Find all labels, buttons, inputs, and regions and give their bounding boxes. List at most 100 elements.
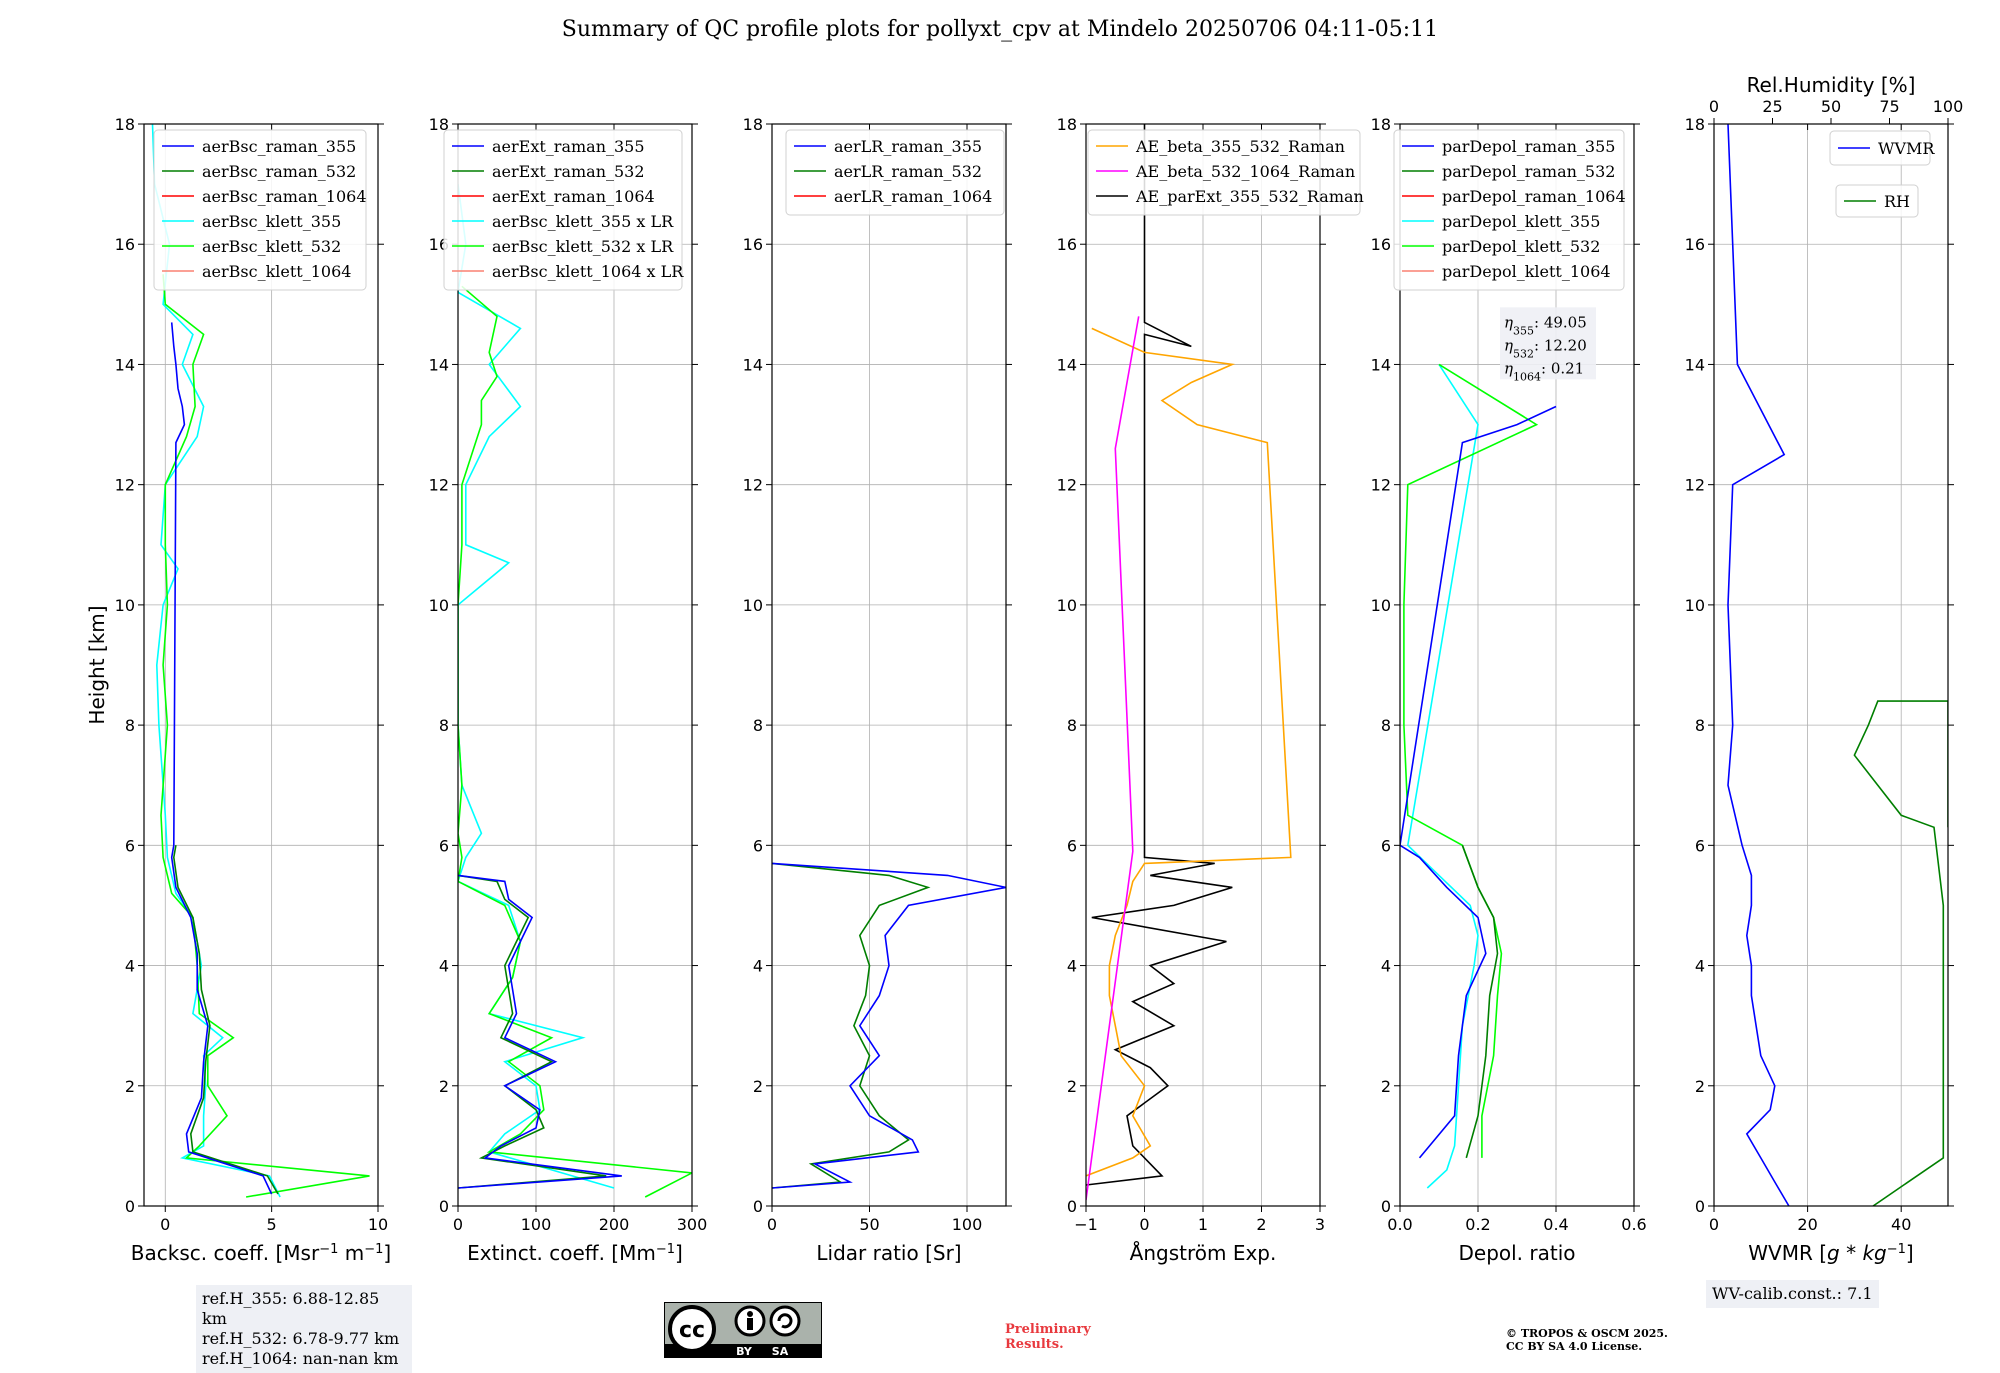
panel-frame [1399,123,1635,1207]
y-tick-label: 14 [115,355,135,374]
y-tick-label: 16 [743,235,763,254]
x-tick-label: 0.6 [1621,1215,1646,1234]
legend-box [785,129,1005,216]
panel-frame [1713,123,1949,1207]
y-tick-label: 4 [753,957,763,976]
legend-label: aerBsc_klett_1064 [202,262,351,281]
legend-box [1393,129,1625,291]
x-tick-label: 0 [160,1215,170,1234]
y-tick-label: 4 [125,957,135,976]
legend: AE_beta_355_532_Raman AE_beta_532_1064_Ra… [1087,129,1364,216]
series-parDepol_klett_355 [1406,363,1479,1189]
legend-label: aerExt_raman_532 [492,162,645,181]
legend-label: parDepol_raman_532 [1442,162,1615,181]
legend-label: parDepol_klett_355 [1442,212,1600,231]
series-WVMR [1727,124,1790,1206]
eta-symbol: η [1504,313,1513,331]
series-AE_beta_532_1064_Raman [1086,316,1140,1201]
x-tick-label: 3 [1315,1215,1325,1234]
eta-subscript: 1064 [1513,370,1541,383]
x-axis-label-part-2: ] [675,1241,683,1265]
eta-value: : 49.05 [1534,313,1587,331]
series-aerLR_raman_355 [772,862,1006,1189]
x-axis-label-part-2: * [1840,1241,1863,1265]
legend-label: parDepol_raman_355 [1442,137,1615,156]
x-axis-label: WVMR [g * kg−1] [1748,1241,1913,1265]
y-tick-label: 18 [115,115,135,134]
eta-subscript: 355 [1513,324,1534,337]
legend-box [443,129,683,291]
y-tick-label: 2 [1067,1077,1077,1096]
legend-label: AE_beta_355_532_Raman [1135,137,1345,156]
x-axis-label-part-3: −1 [364,1242,383,1257]
x-tick-label: 0 [767,1215,777,1234]
y-tick-label: 2 [753,1077,763,1096]
legend-label: aerBsc_raman_532 [202,162,356,181]
series-aerBsc_klett_355 x LR [458,183,615,1189]
top-tick-label: 25 [1762,97,1782,116]
y-tick-label: 12 [1685,476,1705,495]
x-tick-label: 0 [1709,1215,1719,1234]
ref-height-355: ref.H_355: 6.88-12.85 km [202,1289,380,1328]
y-tick-label: 8 [439,716,449,735]
legend-box-rh [1835,184,1919,218]
legend: parDepol_raman_355 parDepol_raman_532 parD… [1393,129,1626,291]
x-axis-label: Backsc. coeff. [Msr−1 m−1] [131,1241,391,1265]
y-tick-label: 18 [1685,115,1705,134]
series-AE_parExt_355_532_Raman [1086,124,1233,1186]
y-tick-label: 8 [1067,716,1077,735]
legend-label: aerLR_raman_532 [834,162,982,181]
y-tick-label: 10 [743,596,763,615]
top-axis-label: Rel.Humidity [%] [1747,73,1916,97]
y-tick-label: 2 [1695,1077,1705,1096]
ref-height-532: ref.H_532: 6.78-9.77 km [202,1329,400,1348]
y-tick-label: 0 [753,1197,763,1216]
y-tick-label: 6 [439,836,449,855]
y-tick-label: 2 [125,1077,135,1096]
x-axis-label-part-3: kg [1862,1241,1886,1265]
panel-lidar_ratio: 0 50 100 0 2 4 6 8 10 12 14 16 18 Lidar ratio [Sr] aer… [743,115,1012,1265]
y-tick-label: 12 [1057,476,1077,495]
y-tick-label: 12 [1371,476,1391,495]
preliminary-line-2: Results. [1005,1337,1064,1352]
y-tick-label: 8 [753,716,763,735]
y-tick-label: 18 [743,115,763,134]
x-axis-label-part-1: g [1827,1241,1840,1265]
x-axis-label: Ångström Exp. [1130,1241,1277,1265]
copyright-note: © TROPOS & OSCM 2025. CC BY SA 4.0 Licen… [1506,1327,1668,1353]
cc-license-badge: cc BY SA [664,1302,822,1358]
top-tick-label: 100 [1933,97,1964,116]
y-tick-label: 0 [1381,1197,1391,1216]
x-tick-label: 10 [368,1215,388,1234]
series-aerBsc_klett_355 [151,124,281,1198]
cc-logo-letters: cc [679,1318,705,1343]
series-parDepol_raman_532 [1461,845,1499,1159]
x-tick-label: 50 [859,1215,879,1234]
preliminary-line-1: Preliminary [1005,1322,1091,1337]
eta-symbol: η [1504,359,1513,377]
legend-box-wvmr [1829,130,1931,166]
panel-frame [457,123,693,1207]
y-tick-label: 4 [1067,957,1077,976]
eta-532: η532: 12.20 [1504,336,1587,360]
x-tick-label: 0.2 [1465,1215,1490,1234]
y-tick-label: 16 [1371,235,1391,254]
by-person-body [747,1318,753,1330]
x-axis-label-part-4: −1 [1887,1242,1906,1257]
y-tick-label: 0 [1695,1197,1705,1216]
x-axis-label-part-0: WVMR [ [1748,1241,1827,1265]
x-tick-label: 20 [1797,1215,1817,1234]
panel-frame [771,123,1007,1207]
y-tick-label: 16 [1057,235,1077,254]
legend-label: aerExt_raman_355 [492,137,645,156]
top-tick-label: 50 [1821,97,1841,116]
eta-subscript: 532 [1513,347,1534,360]
series-aerExt_raman_532 [458,874,607,1189]
legend-label: aerExt_raman_1064 [492,187,655,206]
series-aerLR_raman_532 [772,862,931,1189]
x-tick-label: 200 [599,1215,630,1234]
x-tick-label: 100 [521,1215,552,1234]
y-tick-label: 10 [115,596,135,615]
legend-label-wvmr: WVMR [1878,139,1935,158]
